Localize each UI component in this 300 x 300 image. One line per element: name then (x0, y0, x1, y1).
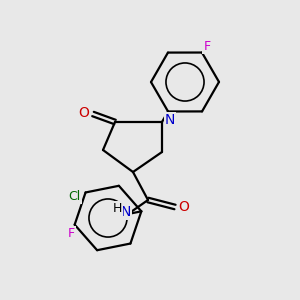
Text: F: F (203, 40, 211, 53)
Text: O: O (178, 200, 189, 214)
Text: Cl: Cl (68, 190, 81, 203)
Text: H: H (112, 202, 122, 214)
Text: F: F (68, 227, 75, 240)
Text: O: O (79, 106, 89, 120)
Text: N: N (165, 113, 175, 127)
Text: N: N (121, 205, 131, 219)
